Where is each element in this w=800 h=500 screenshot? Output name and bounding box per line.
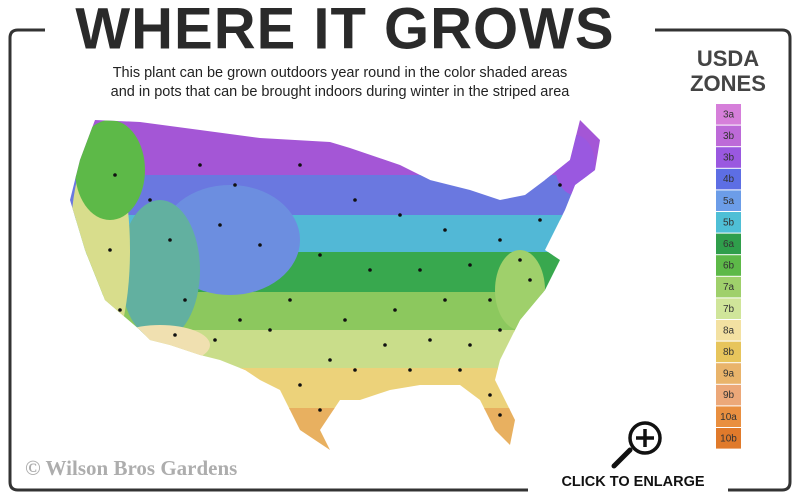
legend-swatch <box>716 428 741 449</box>
city-dot <box>398 213 402 217</box>
legend-swatch <box>716 168 741 190</box>
city-dot <box>393 308 397 312</box>
subtitle: This plant can be grown outdoors year ro… <box>113 65 568 81</box>
legend-title: ZONES <box>690 71 766 96</box>
copyright: © Wilson Bros Gardens <box>25 456 237 480</box>
zoom-icon[interactable] <box>611 421 662 469</box>
city-dot <box>353 198 357 202</box>
legend-swatch <box>716 406 741 427</box>
legend-swatch <box>716 298 741 319</box>
legend-label: 8a <box>723 325 735 336</box>
legend-swatch <box>716 255 741 276</box>
city-dot <box>353 368 357 372</box>
legend-label: 9a <box>723 369 735 380</box>
legend-label: 6b <box>723 261 735 272</box>
enlarge-button[interactable]: CLICK TO ENLARGE <box>561 474 704 490</box>
city-dot <box>113 173 117 177</box>
city-dot <box>558 183 562 187</box>
legend-swatch <box>716 104 741 125</box>
legend-label: 9b <box>723 390 735 401</box>
legend: 3a 3b 3b 4b 5a 5b 6a 6b 7a 7b 8a 8b 9a 9b 10a 10b <box>716 104 741 449</box>
legend-label: 4b <box>723 174 735 185</box>
legend-swatch <box>716 125 741 147</box>
city-dot <box>498 238 502 242</box>
city-dot <box>343 318 347 322</box>
city-dot <box>298 383 302 387</box>
city-dot <box>213 338 217 342</box>
city-dot <box>458 368 462 372</box>
legend-label: 5a <box>723 196 735 207</box>
city-dot <box>468 343 472 347</box>
city-dot <box>173 333 177 337</box>
legend-label: 3b <box>723 131 735 142</box>
legend-swatch <box>716 212 741 233</box>
city-dot <box>108 248 112 252</box>
city-dot <box>468 263 472 267</box>
city-dot <box>218 223 222 227</box>
city-dot <box>198 163 202 167</box>
city-dot <box>538 218 542 222</box>
city-dot <box>318 408 322 412</box>
city-dot <box>498 413 502 417</box>
frame <box>655 28 792 492</box>
legend-swatch <box>716 384 741 406</box>
legend-label: 5b <box>723 217 735 228</box>
legend-label: 7b <box>723 304 735 315</box>
city-dot <box>518 258 522 262</box>
city-dot <box>258 243 262 247</box>
city-dot <box>528 278 532 282</box>
city-dot <box>183 298 187 302</box>
legend-label: 10b <box>720 433 737 444</box>
city-dot <box>443 228 447 232</box>
legend-swatch <box>716 320 741 341</box>
city-dot <box>288 298 292 302</box>
city-dot <box>118 308 122 312</box>
title: WHERE IT GROWS <box>75 0 614 61</box>
legend-label: 6a <box>723 239 735 250</box>
city-dot <box>488 298 492 302</box>
legend-label: 8b <box>723 347 735 358</box>
legend-label: 3a <box>723 109 735 120</box>
frame <box>8 28 528 492</box>
city-dot <box>238 318 242 322</box>
city-dot <box>418 268 422 272</box>
city-dot <box>368 268 372 272</box>
legend-title: USDA <box>697 46 759 71</box>
legend-swatch <box>716 233 741 255</box>
legend-label: 10a <box>720 412 737 423</box>
legend-label: 3b <box>723 153 735 164</box>
city-dot <box>443 298 447 302</box>
city-dot <box>428 338 432 342</box>
city-dot <box>148 198 152 202</box>
city-dot <box>383 343 387 347</box>
city-dot <box>498 328 502 332</box>
city-dots <box>108 163 562 417</box>
legend-swatch <box>716 341 741 363</box>
city-dot <box>408 368 412 372</box>
city-dot <box>233 183 237 187</box>
legend-swatch <box>716 276 741 298</box>
city-dot <box>488 393 492 397</box>
legend-swatch <box>716 147 741 168</box>
city-dot <box>168 238 172 242</box>
legend-label: 7a <box>723 282 735 293</box>
legend-swatch <box>716 190 741 211</box>
city-dot <box>268 328 272 332</box>
city-dot <box>298 163 302 167</box>
legend-swatch <box>716 363 741 384</box>
city-dot <box>328 358 332 362</box>
city-dot <box>318 253 322 257</box>
zone-map[interactable] <box>60 110 620 458</box>
subtitle: and in pots that can be brought indoors … <box>111 84 571 100</box>
